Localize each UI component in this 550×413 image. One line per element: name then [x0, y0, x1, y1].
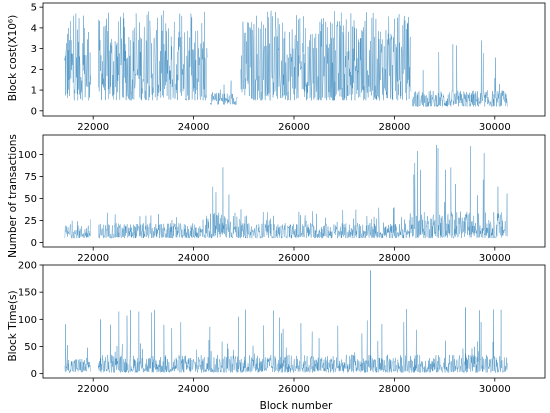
x-tick-label: 28000 — [378, 122, 410, 133]
series-segment — [98, 212, 207, 239]
series-block-cost — [64, 10, 508, 108]
series-block-time — [64, 270, 508, 374]
y-tick-label: 3 — [31, 44, 37, 55]
y-tick-label: 0 — [31, 106, 37, 117]
series-segment — [412, 40, 508, 108]
y-tick-label: 100 — [18, 315, 37, 326]
series-transactions — [64, 144, 508, 239]
series-segment — [64, 219, 91, 239]
x-tick-label: 22000 — [77, 122, 109, 133]
y-tick-label: 50 — [24, 342, 37, 353]
y-tick-label: 2 — [31, 65, 37, 76]
series-segment — [64, 324, 91, 373]
x-tick-label: 26000 — [278, 122, 310, 133]
x-axis-label: Block number — [260, 400, 333, 412]
x-tick-label: 30000 — [479, 122, 511, 133]
series-segment — [98, 10, 208, 101]
y-axis-label-block-cost: Block cost(X10⁶) — [7, 15, 19, 101]
panel-number-of-transactions: Number of transactions 22000 24000 26000 28… — [7, 134, 546, 264]
x-tick-label: 30000 — [479, 384, 511, 395]
x-tick-label: 22000 — [77, 253, 109, 264]
series-segment — [240, 10, 412, 101]
panel-block-time: Block Time(s) 22000 24000 26000 28000 30000 0… — [7, 261, 546, 395]
y-tick-label: 1 — [31, 86, 37, 97]
x-tick-label: 24000 — [178, 384, 210, 395]
series-segment — [409, 144, 508, 239]
y-tick-label: 5 — [31, 3, 37, 14]
x-tick-label: 28000 — [378, 253, 410, 264]
x-tick-label: 28000 — [378, 384, 410, 395]
y-tick-label: 150 — [18, 288, 37, 299]
x-tick-label: 24000 — [178, 122, 210, 133]
series-segment — [210, 80, 238, 106]
series-segment — [64, 13, 91, 101]
series-segment — [238, 207, 410, 239]
y-tick-label: 0 — [31, 238, 37, 249]
y-axis-label-transactions: Number of transactions — [7, 134, 19, 258]
x-tick-label: 22000 — [77, 384, 109, 395]
y-tick-label: 50 — [24, 194, 37, 205]
series-segment — [98, 309, 508, 374]
x-tick-label: 30000 — [479, 253, 511, 264]
y-tick-label: 25 — [24, 216, 37, 227]
y-tick-label: 75 — [24, 172, 37, 183]
y-tick-label: 200 — [18, 261, 37, 272]
panel-block-cost: Block cost(X10⁶) 22000 24000 26000 28000 300… — [7, 2, 546, 133]
x-tick-label: 26000 — [278, 384, 310, 395]
y-tick-label: 4 — [31, 23, 37, 34]
x-tick-label: 24000 — [178, 253, 210, 264]
series-segment — [205, 167, 239, 239]
y-tick-label: 0 — [31, 369, 37, 380]
y-tick-label: 100 — [18, 150, 37, 161]
y-axis-label-block-time: Block Time(s) — [7, 290, 19, 361]
x-tick-label: 26000 — [278, 253, 310, 264]
